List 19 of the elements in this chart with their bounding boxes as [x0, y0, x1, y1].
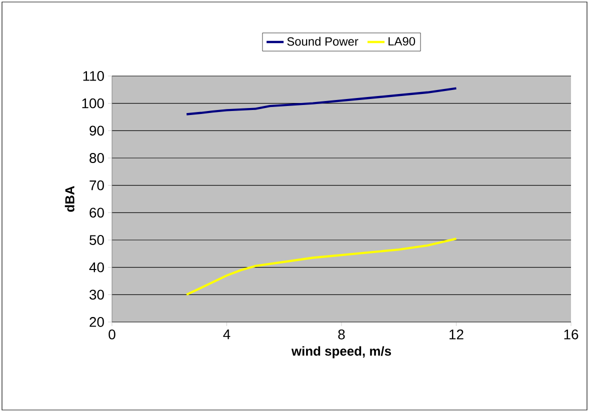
- x-tick-label: 4: [223, 330, 230, 340]
- y-axis-title: dBA: [64, 186, 74, 212]
- y-tick-label: 20: [90, 317, 104, 327]
- y-tick-label: 80: [90, 153, 104, 163]
- y-tick-label: 70: [90, 180, 104, 190]
- x-tick-label: 8: [338, 329, 345, 340]
- y-tick-label: 60: [90, 208, 104, 218]
- y-tick-label: 50: [90, 235, 104, 245]
- y-tick-label: 90: [90, 126, 104, 136]
- y-tick-label: 40: [89, 262, 104, 272]
- x-tick-label: 16: [564, 329, 578, 340]
- legend-label: LA90: [388, 37, 416, 46]
- legend-label: Sound Power: [287, 36, 358, 46]
- y-tick-label: 30: [90, 290, 104, 300]
- x-tick-label: 0: [108, 329, 116, 340]
- y-tick-label: 110: [83, 71, 104, 81]
- x-tick-label: 12: [450, 329, 464, 340]
- x-axis-title: wind speed, m/s: [291, 346, 391, 358]
- y-tick-label: 100: [82, 98, 104, 108]
